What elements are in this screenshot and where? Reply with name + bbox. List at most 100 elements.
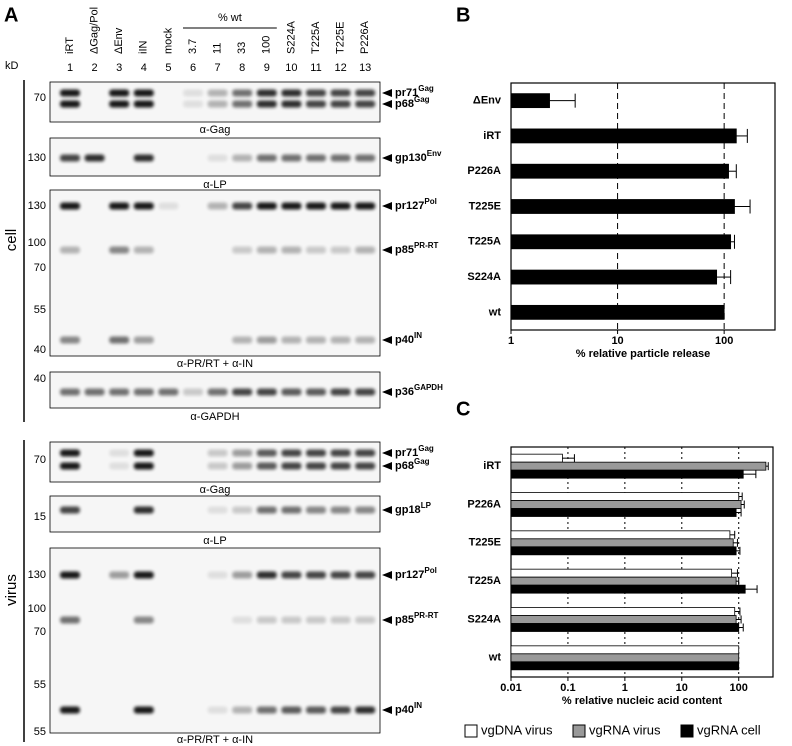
antibody-label: α-LP [203, 535, 226, 547]
band-arrow [382, 100, 392, 108]
band [232, 336, 253, 344]
bar [510, 584, 746, 594]
band [60, 449, 80, 457]
band-label: p85PR-RT [395, 611, 439, 626]
error-bar [731, 569, 738, 578]
band [133, 706, 154, 714]
error-bar [741, 500, 745, 509]
band [330, 449, 351, 457]
band [60, 89, 80, 97]
error-bar [734, 199, 751, 214]
legend-swatch [680, 724, 694, 738]
band [109, 89, 130, 97]
band [281, 100, 302, 108]
band [281, 449, 302, 457]
band-label: gp18LP [395, 501, 432, 516]
band [256, 336, 277, 344]
error-bar [728, 164, 737, 179]
lane-number: 8 [239, 62, 245, 74]
band-sup: LP [421, 501, 432, 510]
band-sup: Gag [418, 84, 434, 93]
error-bar [738, 623, 744, 632]
marker-label: 130 [28, 569, 46, 581]
x-tick-label: 10 [676, 682, 688, 694]
band [256, 449, 277, 457]
band [60, 336, 80, 344]
x-axis-label: % relative nucleic acid content [562, 695, 723, 707]
antibody-label: α-Gag [200, 124, 231, 136]
lane-name: 11 [212, 43, 224, 54]
category-label: T225A [468, 575, 501, 587]
band [306, 100, 326, 108]
band [232, 449, 253, 457]
marker-label: 70 [34, 454, 46, 466]
lane-number: 12 [334, 62, 346, 74]
band [109, 449, 130, 457]
error-bar [562, 454, 575, 463]
x-tick-label: 0.1 [560, 682, 575, 694]
lane-number: 5 [165, 62, 171, 74]
error-bar [736, 508, 742, 517]
panel-label: C [456, 398, 470, 420]
band-label: p68Gag [395, 95, 430, 110]
band [330, 246, 351, 254]
band [355, 89, 376, 97]
lane-name: mock [162, 27, 174, 54]
band [133, 462, 154, 470]
lane-number: 13 [359, 62, 371, 74]
band [60, 506, 80, 514]
legend-swatch [464, 724, 478, 738]
band [330, 388, 351, 396]
band [232, 571, 253, 579]
band [256, 506, 277, 514]
marker-label: 100 [28, 237, 46, 249]
band [133, 202, 154, 210]
band [183, 100, 203, 108]
band [133, 388, 154, 396]
band [330, 506, 351, 514]
band-name: pr71 [395, 447, 418, 459]
band-name: p85 [395, 244, 414, 256]
category-label: wt [488, 306, 502, 318]
band [281, 336, 302, 344]
x-axis-label: % relative particle release [576, 348, 711, 360]
x-tick-label: 100 [730, 682, 748, 694]
x-tick-label: 100 [715, 335, 733, 347]
band-sup: PR-RT [414, 241, 439, 250]
band [256, 388, 277, 396]
band [256, 246, 277, 254]
band-arrow [382, 706, 392, 714]
bar [510, 538, 734, 548]
band [306, 336, 326, 344]
lane-name: iIN [138, 41, 150, 55]
lane-name: ΔEnv [113, 27, 125, 54]
marker-label: 55 [34, 679, 46, 691]
bar [510, 576, 737, 586]
band [355, 571, 376, 579]
kd-label: kD [5, 60, 19, 72]
band-name: gp130 [395, 152, 427, 164]
band [207, 89, 228, 97]
lane-number: 10 [285, 62, 297, 74]
section-label: virus [3, 574, 20, 606]
band [109, 246, 130, 254]
band [232, 202, 253, 210]
category-label: wt [488, 652, 502, 664]
band [330, 336, 351, 344]
band [281, 388, 302, 396]
band [355, 202, 376, 210]
band [306, 571, 326, 579]
band [133, 506, 154, 514]
band-sup: Gag [418, 444, 434, 453]
band-arrow [382, 571, 392, 579]
band [355, 506, 376, 514]
marker-label: 55 [34, 304, 46, 316]
band [133, 246, 154, 254]
band [330, 616, 351, 624]
marker-label: 100 [28, 603, 46, 615]
band [158, 202, 179, 210]
x-tick-label: 1 [508, 335, 514, 347]
band [232, 706, 253, 714]
band [330, 462, 351, 470]
band [207, 100, 228, 108]
